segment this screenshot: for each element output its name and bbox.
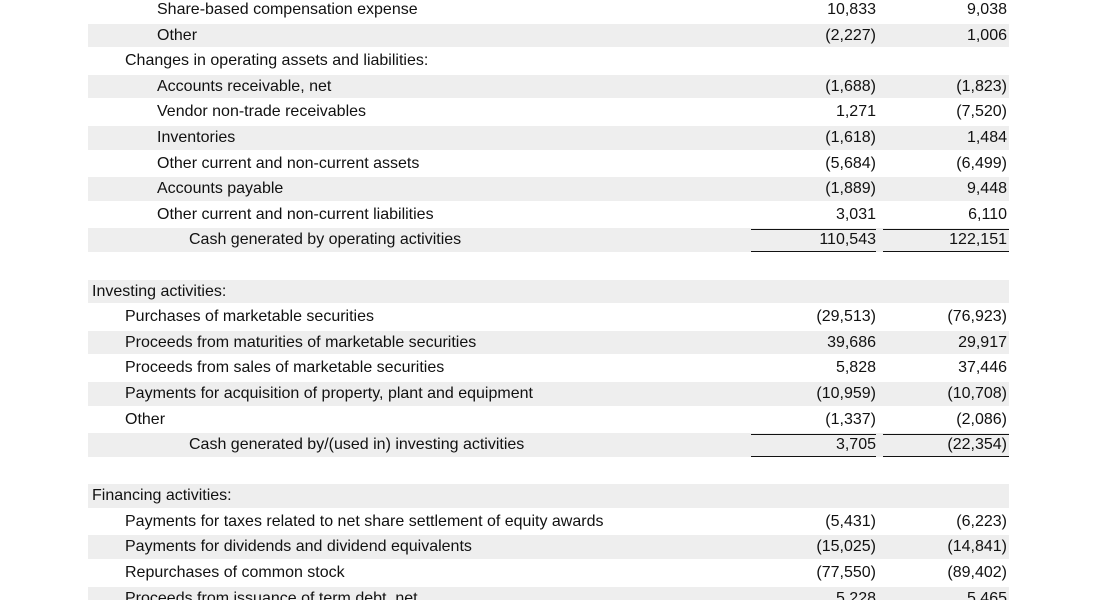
row-label: Other xyxy=(125,410,166,428)
section-spacer xyxy=(0,458,1095,484)
row-share-based-compensation: Share-based compensation expense 10,833 … xyxy=(0,0,1095,23)
value-prior-year: (89,402) xyxy=(947,564,1007,582)
row-label: Share-based compensation expense xyxy=(157,1,418,18)
row-label: Payments for taxes related to net share … xyxy=(125,512,604,530)
row-inventories: Inventories (1,618) 1,484 xyxy=(0,125,1095,151)
row-label: Other xyxy=(157,26,198,44)
value-prior-year: (7,520) xyxy=(956,103,1007,121)
row-other-liabilities: Other current and non-current liabilitie… xyxy=(0,202,1095,228)
subtotal-rule xyxy=(883,229,1009,231)
value-current-year: 39,686 xyxy=(827,333,876,351)
value-current-year: (29,513) xyxy=(816,308,876,326)
value-current-year: (15,025) xyxy=(816,538,876,556)
value-current-year: (10,959) xyxy=(816,384,876,402)
row-investing-header: Investing activities: xyxy=(0,279,1095,305)
total-rule xyxy=(751,455,876,457)
value-prior-year: 1,006 xyxy=(966,26,1007,44)
value-current-year: 5,828 xyxy=(835,359,876,377)
value-prior-year: 9,038 xyxy=(966,1,1007,18)
row-label: Cash generated by/(used in) investing ac… xyxy=(189,436,525,454)
row-label: Accounts receivable, net xyxy=(157,77,332,95)
row-label: Other current and non-current assets xyxy=(157,154,420,172)
subtotal-rule xyxy=(751,434,876,436)
value-current-year: (5,431) xyxy=(825,512,876,530)
row-operating-total: Cash generated by operating activities 1… xyxy=(0,227,1095,253)
subtotal-rule xyxy=(751,229,876,231)
row-dividends: Payments for dividends and dividend equi… xyxy=(0,534,1095,560)
subtotal-rule xyxy=(883,434,1009,436)
value-prior-year: 5,465 xyxy=(966,589,1007,600)
value-current-year: (1,618) xyxy=(825,128,876,146)
value-prior-year: (22,354) xyxy=(947,436,1007,454)
value-current-year: (2,227) xyxy=(825,26,876,44)
row-label: Repurchases of common stock xyxy=(125,564,345,582)
row-label: Payments for acquisition of property, pl… xyxy=(125,384,533,402)
value-current-year: (1,889) xyxy=(825,180,876,198)
row-label: Vendor non-trade receivables xyxy=(157,103,367,121)
value-current-year: 3,705 xyxy=(835,436,876,454)
value-prior-year: (2,086) xyxy=(956,410,1007,428)
value-prior-year: (14,841) xyxy=(947,538,1007,556)
value-current-year: 5,228 xyxy=(835,589,876,600)
row-label: Other current and non-current liabilitie… xyxy=(157,205,434,223)
row-taxes-share-settlement: Payments for taxes related to net share … xyxy=(0,509,1095,535)
total-rule xyxy=(883,250,1009,252)
value-prior-year: 122,151 xyxy=(949,231,1007,249)
value-current-year: 1,271 xyxy=(835,103,876,121)
value-prior-year: 6,110 xyxy=(968,205,1007,223)
row-accounts-payable: Accounts payable (1,889) 9,448 xyxy=(0,176,1095,202)
value-prior-year: 1,484 xyxy=(966,128,1007,146)
row-label: Cash generated by operating activities xyxy=(189,231,462,249)
row-label: Proceeds from maturities of marketable s… xyxy=(125,333,477,351)
row-other-assets: Other current and non-current assets (5,… xyxy=(0,151,1095,177)
value-prior-year: 37,446 xyxy=(958,359,1007,377)
section-header: Investing activities: xyxy=(92,282,227,300)
row-changes-header: Changes in operating assets and liabilit… xyxy=(0,48,1095,74)
section-spacer xyxy=(0,253,1095,279)
value-prior-year: 9,448 xyxy=(966,180,1007,198)
total-rule xyxy=(883,455,1009,457)
value-current-year: (1,337) xyxy=(825,410,876,428)
value-prior-year: (10,708) xyxy=(947,384,1007,402)
row-label: Accounts payable xyxy=(157,180,284,198)
row-property-equipment: Payments for acquisition of property, pl… xyxy=(0,381,1095,407)
section-subheader: Changes in operating assets and liabilit… xyxy=(125,52,429,70)
row-vendor-receivables: Vendor non-trade receivables 1,271 (7,52… xyxy=(0,99,1095,125)
row-financing-header: Financing activities: xyxy=(0,483,1095,509)
row-maturities-securities: Proceeds from maturities of marketable s… xyxy=(0,330,1095,356)
value-current-year: 10,833 xyxy=(827,1,876,18)
value-current-year: (5,684) xyxy=(825,154,876,172)
value-prior-year: (1,823) xyxy=(956,77,1007,95)
row-label: Payments for dividends and dividend equi… xyxy=(125,538,472,556)
row-repurchases: Repurchases of common stock (77,550) (89… xyxy=(0,560,1095,586)
row-label: Purchases of marketable securities xyxy=(125,308,374,326)
row-label: Proceeds from sales of marketable securi… xyxy=(125,359,445,377)
row-investing-total: Cash generated by/(used in) investing ac… xyxy=(0,432,1095,458)
value-current-year: 3,031 xyxy=(835,205,876,223)
value-prior-year: 29,917 xyxy=(958,333,1007,351)
row-operating-other: Other (2,227) 1,006 xyxy=(0,23,1095,49)
value-current-year: (77,550) xyxy=(816,564,876,582)
row-accounts-receivable: Accounts receivable, net (1,688) (1,823) xyxy=(0,74,1095,100)
row-purchases-securities: Purchases of marketable securities (29,5… xyxy=(0,304,1095,330)
value-prior-year: (76,923) xyxy=(947,308,1007,326)
row-term-debt: Proceeds from issuance of term debt, net… xyxy=(0,586,1095,600)
value-prior-year: (6,499) xyxy=(956,154,1007,172)
row-label: Inventories xyxy=(157,128,236,146)
row-sales-securities: Proceeds from sales of marketable securi… xyxy=(0,355,1095,381)
value-current-year: 110,543 xyxy=(819,231,876,249)
total-rule xyxy=(751,250,876,252)
row-label: Proceeds from issuance of term debt, net xyxy=(125,589,418,600)
row-investing-other: Other (1,337) (2,086) xyxy=(0,407,1095,433)
value-prior-year: (6,223) xyxy=(956,512,1007,530)
section-header: Financing activities: xyxy=(92,487,232,505)
value-current-year: (1,688) xyxy=(825,77,876,95)
